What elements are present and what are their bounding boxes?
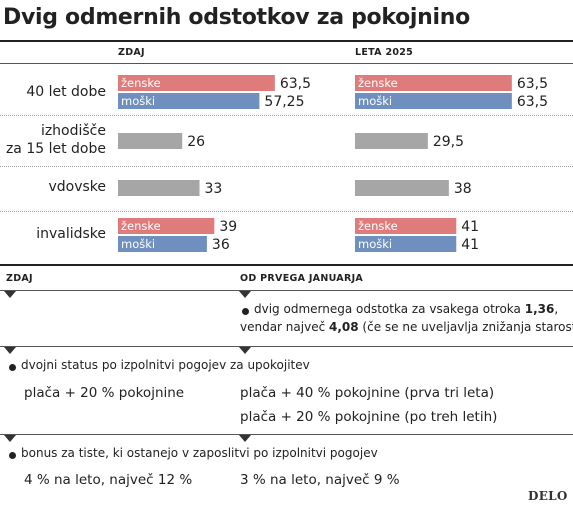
bar-value-label: 63,5 xyxy=(517,76,548,92)
dual-status-new-first-years: plača + 40 % pokojnine (prva tri leta) xyxy=(240,385,495,401)
row-separator xyxy=(0,115,573,116)
row-label-izhodisce: izhodišče za 15 let dobe xyxy=(5,123,106,157)
row-label-vdovske: vdovske xyxy=(48,179,106,195)
table-header-od-prvega-januarja: OD PRVEGA JANUARJA xyxy=(240,273,364,284)
bar-series-label: ženske xyxy=(121,219,161,233)
pointer-triangle-right xyxy=(239,435,251,442)
bar xyxy=(355,218,457,234)
bar-series-label: moški xyxy=(358,237,392,251)
chart-title: Dvig odmernih odstotkov za pokojnino xyxy=(3,5,470,30)
row-separator xyxy=(0,166,573,167)
dual-status-heading: dvojni status po izpolnitvi pogojev za u… xyxy=(21,358,310,372)
bar xyxy=(118,236,207,252)
bar-value-label: 63,5 xyxy=(280,76,311,92)
bar xyxy=(118,133,183,149)
child-bonus-line-1: dvig odmernega odstotka za vsakega otrok… xyxy=(254,302,559,316)
bar-value-label: 63,5 xyxy=(517,94,548,110)
bullet-dot xyxy=(9,364,16,371)
table-row-rule xyxy=(0,346,573,347)
bar-chart: ženske 63,5 moški 57,25 26 33 ženske 39 moški 36 ž… xyxy=(118,75,548,253)
table-header-rule xyxy=(0,290,573,291)
bar-value-label: 41 xyxy=(461,237,479,253)
bar-series-label: moški xyxy=(121,237,155,251)
bar-value-label: 29,5 xyxy=(433,134,464,150)
pointer-triangle-right xyxy=(239,347,251,354)
dual-status-new-after: plača + 20 % pokojnine (po treh letih) xyxy=(240,409,498,425)
bar-value-label: 33 xyxy=(205,181,223,197)
bar-value-label: 41 xyxy=(461,219,479,235)
bar-series-label: ženske xyxy=(358,76,398,90)
section-rule xyxy=(0,264,573,266)
bar xyxy=(355,180,449,196)
bullet-dot xyxy=(242,308,249,315)
bar xyxy=(355,75,512,91)
row-separator xyxy=(0,211,573,212)
bar-value-label: 36 xyxy=(212,237,230,253)
bar xyxy=(118,93,260,109)
row-label-invalidske: invalidske xyxy=(36,226,106,242)
row-label-40-let-dobe: 40 let dobe xyxy=(26,84,106,100)
table-header-zdaj: ZDAJ xyxy=(6,273,33,284)
child-bonus-line-2: vendar največ 4,08 (če se ne uveljavlja … xyxy=(240,320,573,334)
bonus-now: 4 % na leto, največ 12 % xyxy=(24,472,193,488)
bar xyxy=(355,236,457,252)
bar xyxy=(118,218,215,234)
pointer-triangle-right xyxy=(239,291,251,298)
bar-series-label: ženske xyxy=(121,76,161,90)
title-rule xyxy=(0,40,573,42)
bar-value-label: 57,25 xyxy=(264,94,304,110)
pointer-triangle-left xyxy=(4,291,16,298)
bar-series-label: ženske xyxy=(358,219,398,233)
bar xyxy=(355,133,428,149)
delo-logo: DELO xyxy=(528,489,568,503)
bar xyxy=(118,180,200,196)
column-header-zdaj: ZDAJ xyxy=(118,47,145,58)
bar-series-label: moški xyxy=(121,94,155,108)
bonus-new: 3 % na leto, največ 9 % xyxy=(240,472,400,488)
bar-series-label: moški xyxy=(358,94,392,108)
bullet-dot xyxy=(9,452,16,459)
column-header-leta-2025: LETA 2025 xyxy=(355,47,414,58)
bar xyxy=(355,93,512,109)
table-row-rule xyxy=(0,434,573,435)
bonus-heading: bonus za tiste, ki ostanejo v zaposlitvi… xyxy=(21,446,378,460)
pointer-triangle-left xyxy=(4,435,16,442)
bar-value-label: 39 xyxy=(219,219,237,235)
chart-header-rule xyxy=(0,63,573,64)
bar-value-label: 38 xyxy=(454,181,472,197)
dual-status-now: plača + 20 % pokojnine xyxy=(24,385,185,401)
bar-value-label: 26 xyxy=(187,134,205,150)
bar xyxy=(118,75,275,91)
pointer-triangle-left xyxy=(4,347,16,354)
